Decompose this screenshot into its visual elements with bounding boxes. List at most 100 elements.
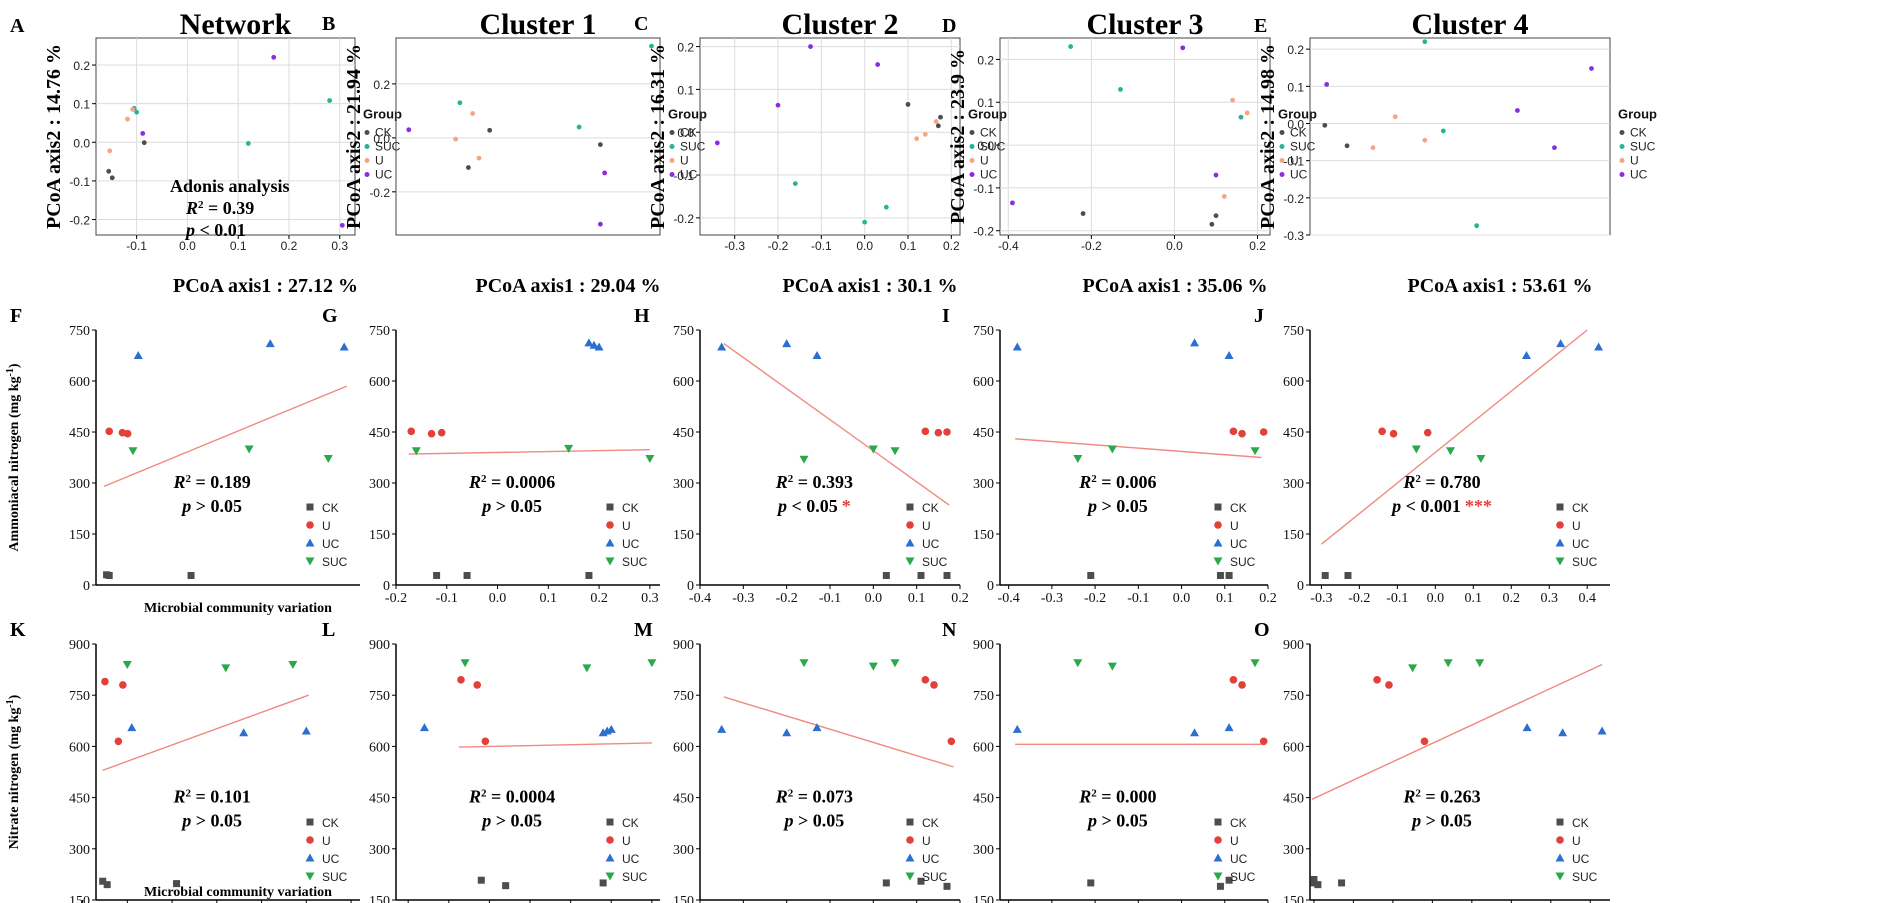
y-tick-label: 300: [69, 477, 90, 492]
point-uc: [301, 726, 311, 735]
y-tick-label: 0: [687, 579, 694, 594]
y-tick-label: 750: [69, 324, 90, 339]
legend-marker-ck: [364, 130, 370, 135]
x-tick-label: 0.0: [856, 239, 873, 253]
x-tick-label: 0.1: [230, 239, 247, 253]
point-suc: [799, 455, 809, 464]
point-uc: [339, 342, 349, 351]
point-uc: [1589, 66, 1594, 71]
y-tick-label: 600: [1283, 740, 1304, 755]
point-uc: [714, 140, 720, 146]
adonis-r2: R2 = 0.39: [185, 198, 254, 218]
legend-label-ck: CK: [980, 126, 997, 140]
y-tick-label: 600: [673, 375, 694, 390]
y-tick-label: 150: [69, 528, 90, 543]
x-tick-label: -0.1: [1386, 591, 1408, 606]
legend-label-u: U: [680, 154, 689, 168]
point-suc: [868, 662, 878, 671]
r-symbol: R: [775, 787, 788, 807]
point-uc: [133, 351, 143, 359]
point-uc: [1190, 338, 1200, 347]
point-ck: [1321, 571, 1329, 579]
panel-label: G: [322, 305, 338, 327]
panel-I: I -0.4 -0.3 -0.2 -0.1 0.0 0.1 0.2 0 150 300 450 600 7…: [942, 305, 1277, 606]
legend-marker-ck: [306, 503, 314, 511]
y-tick-label: 450: [973, 792, 994, 807]
legend-label-u: U: [622, 519, 631, 533]
legend-label-suc: SUC: [322, 555, 348, 569]
point-suc: [1443, 659, 1453, 668]
point-u: [1238, 429, 1246, 438]
legend-marker-suc: [1213, 872, 1223, 881]
r-superscript: 2: [1091, 788, 1097, 800]
r2-value: = 0.006: [1097, 472, 1157, 492]
x-tick-label: -0.1: [819, 591, 841, 606]
y-tick-label: 300: [673, 477, 694, 492]
y-axis-label: Ammoniacal nitrogen (mg kg-1): [5, 363, 23, 551]
point-suc: [221, 664, 231, 673]
point-uc: [419, 723, 429, 732]
point-uc: [271, 54, 277, 60]
point-suc: [1107, 445, 1117, 454]
point-uc: [339, 222, 345, 228]
x-tick-label: 0.3: [1540, 591, 1558, 606]
plot-frame: [999, 37, 1271, 236]
p-symbol: p: [1086, 811, 1097, 831]
point-suc: [1107, 662, 1117, 671]
p-symbol: p: [1390, 496, 1401, 516]
p-value: > 0.05: [1421, 811, 1472, 831]
point-u: [427, 429, 436, 438]
y-tick-label: 150: [973, 528, 994, 543]
point-suc: [883, 204, 889, 210]
y-tick-label: -0.1: [973, 182, 994, 196]
point-suc: [576, 124, 582, 130]
x-tick-label: -0.3: [1310, 591, 1332, 606]
legend-label-u: U: [375, 154, 384, 168]
legend-label-u: U: [980, 154, 989, 168]
point-suc: [460, 659, 470, 668]
legend-marker-ck: [1279, 130, 1285, 135]
y-tick-label: 0.2: [73, 59, 90, 73]
x-tick-label: 0.2: [590, 591, 608, 606]
point-ck: [1310, 876, 1318, 884]
point-suc: [1440, 128, 1446, 134]
legend-marker-suc: [905, 872, 915, 881]
point-uc: [1224, 723, 1234, 732]
panel-G: G -0.2 -0.1 0.0 0.1 0.2 0.3 0 150 300 450 600 750 R2 …: [322, 305, 660, 606]
point-uc: [594, 342, 604, 351]
p-symbol: p: [1086, 496, 1097, 516]
point-u: [101, 677, 109, 686]
point-u: [481, 737, 490, 746]
regression-line: [458, 742, 652, 748]
legend-label-suc: SUC: [622, 870, 648, 884]
r-superscript: 2: [1415, 788, 1421, 800]
legend-marker-ck: [606, 503, 614, 511]
point-u: [105, 427, 113, 436]
x-tick-label: 0.2: [281, 239, 298, 253]
legend-label-suc: SUC: [1290, 140, 1316, 154]
point-u: [1259, 737, 1268, 746]
legend-marker-suc: [669, 144, 675, 149]
y-tick-label: 0.0: [1287, 117, 1304, 131]
point-uc: [1010, 200, 1015, 206]
point-suc: [1073, 659, 1083, 668]
x-tick-label: -0.4: [998, 591, 1020, 606]
r2-stat: R2 = 0.073: [775, 787, 853, 807]
y-tick-label: 150: [69, 894, 90, 903]
point-suc: [1474, 223, 1480, 229]
x-tick-label: 0.0: [1166, 239, 1183, 253]
legend-marker-ck: [1619, 130, 1625, 135]
point-u: [914, 136, 920, 142]
legend-label-ck: CK: [322, 816, 339, 830]
point-ck: [99, 877, 107, 885]
legend-marker-u: [306, 521, 314, 529]
x-tick-label: 0.3: [331, 239, 348, 253]
point-ck: [882, 879, 890, 887]
y-tick-label: 300: [973, 477, 994, 492]
point-ck: [1338, 879, 1346, 887]
y-tick-label: 0.0: [373, 132, 390, 146]
legend-marker-u: [1214, 521, 1222, 529]
regression-line: [723, 696, 954, 768]
x-tick-label: -0.1: [1127, 591, 1149, 606]
